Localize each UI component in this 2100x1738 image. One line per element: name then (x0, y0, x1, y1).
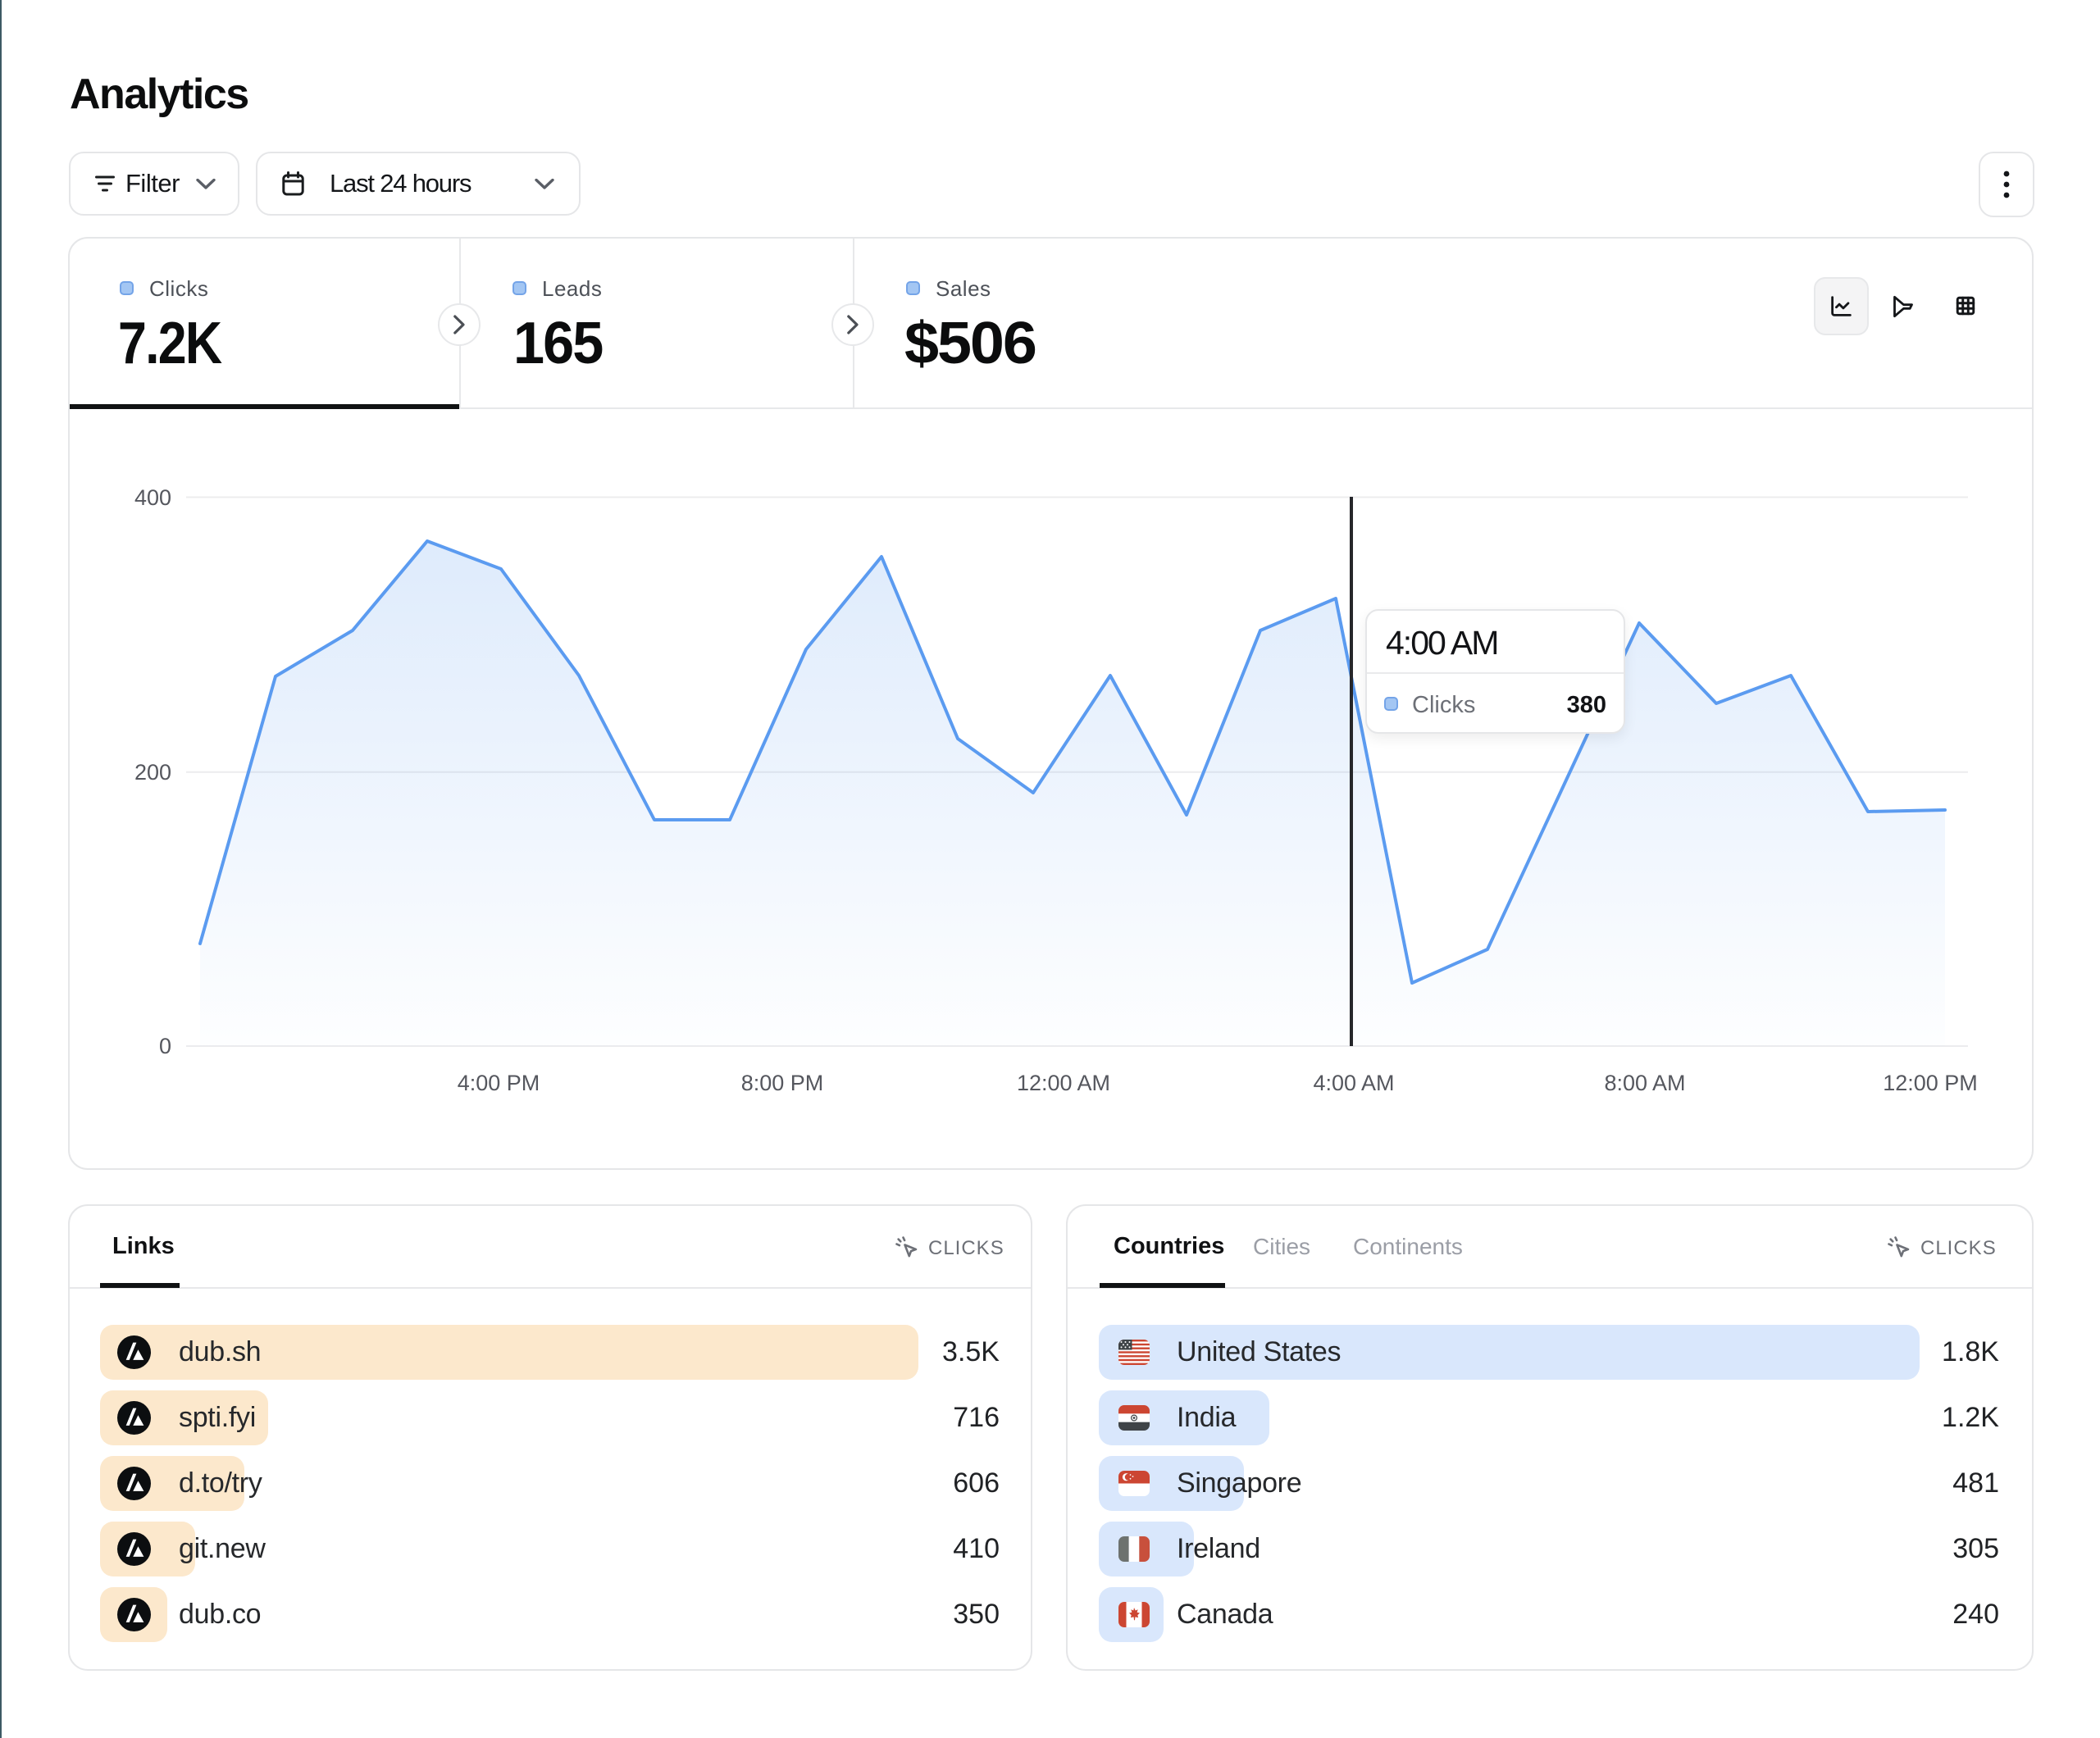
svg-text:8:00 AM: 8:00 AM (1604, 1071, 1685, 1095)
svg-text:4:00 PM: 4:00 PM (458, 1071, 540, 1095)
svg-text:0: 0 (159, 1034, 171, 1058)
svg-text:12:00 PM: 12:00 PM (1883, 1071, 1978, 1095)
svg-text:400: 400 (134, 485, 171, 510)
svg-text:200: 200 (134, 760, 171, 785)
svg-text:12:00 AM: 12:00 AM (1017, 1071, 1110, 1095)
svg-text:4:00 AM: 4:00 AM (1313, 1071, 1394, 1095)
svg-text:8:00 PM: 8:00 PM (741, 1071, 824, 1095)
